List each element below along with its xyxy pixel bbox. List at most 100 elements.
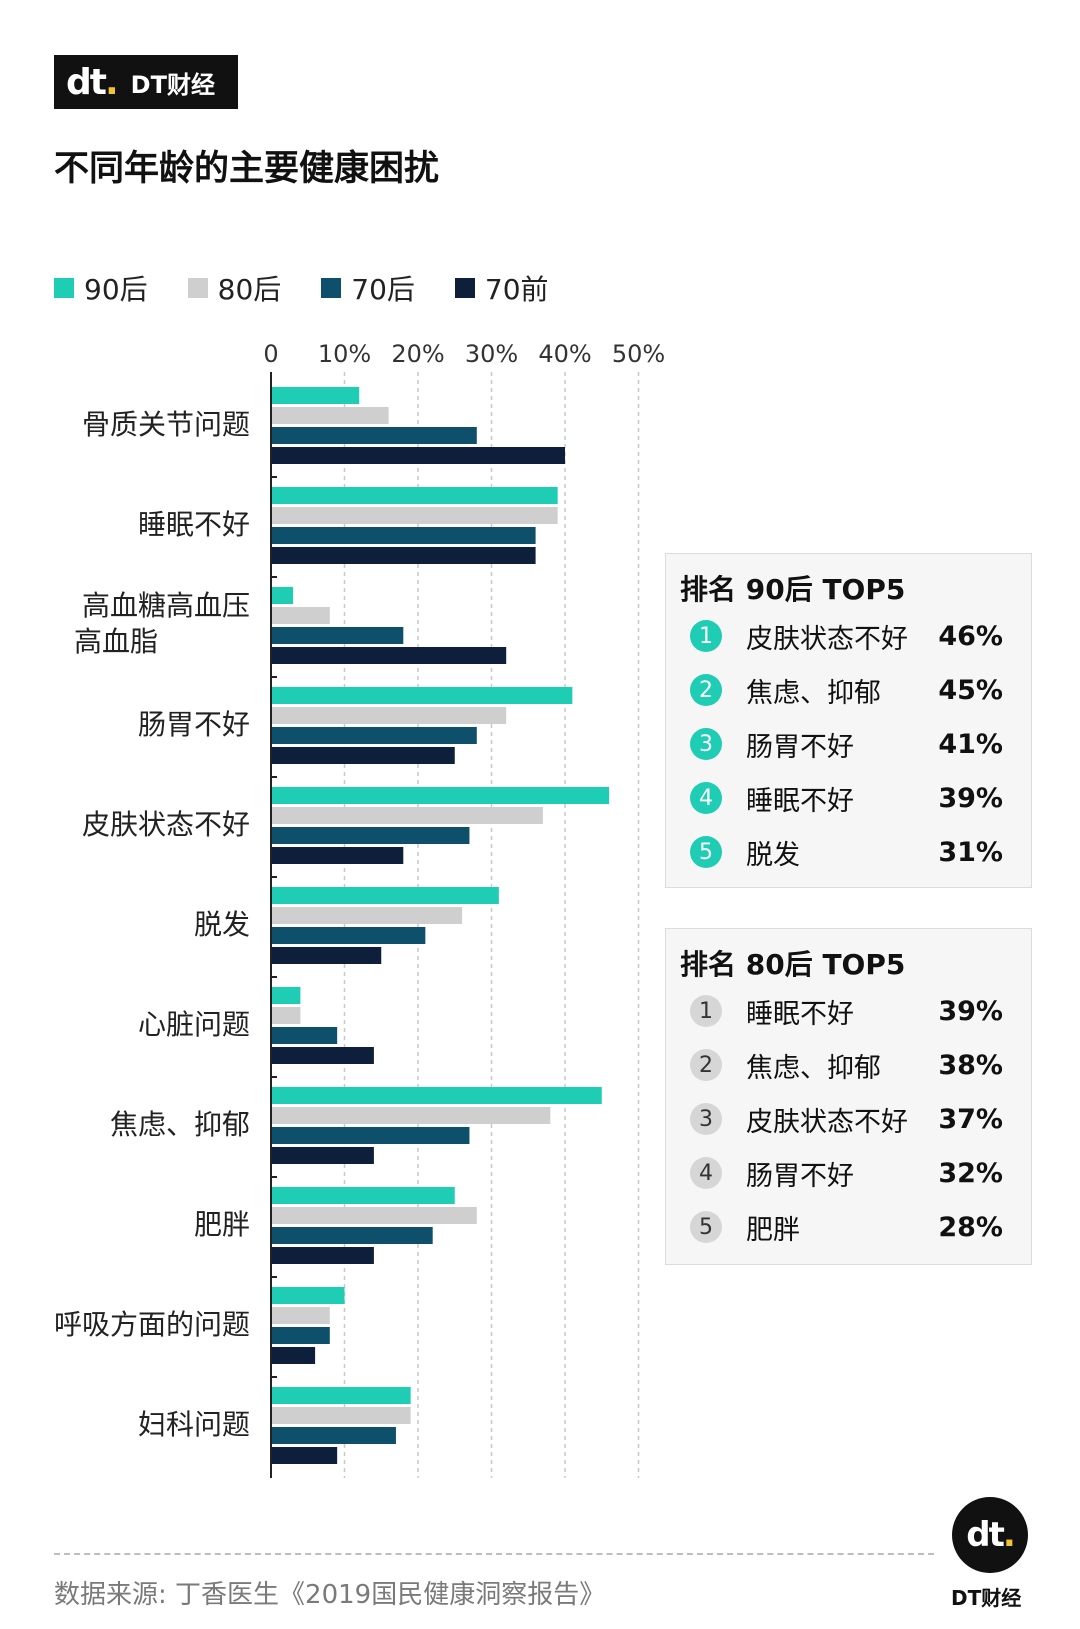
- bar-8-3: [271, 1247, 374, 1264]
- rank-number-badge: 2: [690, 1049, 722, 1081]
- rank-number-badge: 4: [690, 1157, 722, 1189]
- bar-2-3: [271, 647, 507, 664]
- category-label: 肥胖: [194, 1208, 250, 1241]
- rank-item-label: 肠胃不好: [746, 1160, 854, 1192]
- bar-0-1: [271, 407, 389, 424]
- rank-number-badge: 4: [690, 782, 722, 814]
- rank-item-label: 睡眠不好: [746, 998, 854, 1030]
- legend-label-80: 80后: [217, 273, 282, 306]
- top5-row: 3 肠胃不好 41%: [666, 724, 1031, 764]
- legend-label-pre70: 70前: [484, 273, 549, 306]
- footer-divider: [54, 1553, 934, 1555]
- category-label: 骨质关节问题: [82, 408, 250, 441]
- top5-row: 4 睡眠不好 39%: [666, 778, 1031, 818]
- bar-7-3: [271, 1147, 374, 1164]
- top5-80-title: 排名 80后 TOP5: [680, 948, 906, 981]
- bar-6-2: [271, 1027, 338, 1044]
- rank-item-value: 45%: [938, 674, 1003, 706]
- legend-label-90: 90后: [84, 273, 148, 306]
- bar-9-1: [271, 1307, 330, 1324]
- category-label: 高血糖高血压: [82, 589, 250, 622]
- bar-2-2: [271, 627, 404, 644]
- category-label: 皮肤状态不好: [82, 808, 250, 841]
- rank-item-label: 肠胃不好: [746, 731, 854, 763]
- category-label: 高血脂: [74, 625, 158, 658]
- category-label: 肠胃不好: [138, 708, 250, 741]
- rank-item-label: 焦虑、抑郁: [746, 1052, 881, 1084]
- category-label: 呼吸方面的问题: [54, 1308, 250, 1341]
- bar-8-2: [271, 1227, 433, 1244]
- brand-logo: dt. DT财经: [54, 55, 238, 109]
- legend-item-80: 80后: [187, 268, 282, 308]
- rank-item-label: 脱发: [746, 839, 800, 871]
- bar-10-3: [271, 1447, 338, 1464]
- bar-0-3: [271, 447, 565, 464]
- top5-90-panel: 排名 90后 TOP5 1 皮肤状态不好 46% 2 焦虑、抑郁 45% 3 肠胃不好 41% 4…: [665, 553, 1032, 888]
- rank-number-badge: 2: [690, 674, 722, 706]
- bar-7-2: [271, 1127, 470, 1144]
- data-source: 数据来源: 丁香医生《2019国民健康洞察报告》: [54, 1580, 606, 1610]
- bar-5-1: [271, 907, 463, 924]
- rank-item-value: 38%: [938, 1049, 1003, 1081]
- legend: 90后 80后 70后 70前: [54, 268, 589, 308]
- category-label: 脱发: [194, 908, 250, 941]
- bar-6-1: [271, 1007, 301, 1024]
- legend-label-70: 70后: [351, 273, 415, 306]
- rank-number-badge: 5: [690, 1211, 722, 1243]
- legend-swatch-80: [187, 278, 208, 298]
- brand-logo-icon: dt.: [66, 61, 119, 103]
- legend-swatch-pre70: [454, 278, 475, 298]
- bar-1-1: [271, 507, 558, 524]
- bar-0-2: [271, 427, 477, 444]
- rank-item-value: 39%: [938, 995, 1003, 1027]
- bar-9-3: [271, 1347, 316, 1364]
- top5-90-title: 排名 90后 TOP5: [680, 573, 906, 606]
- rank-number-badge: 3: [690, 1103, 722, 1135]
- bar-3-2: [271, 727, 477, 744]
- x-tick-label: 0: [263, 340, 278, 368]
- top5-row: 5 脱发 31%: [666, 832, 1031, 872]
- rank-number-badge: 3: [690, 728, 722, 760]
- x-tick-label: 40%: [538, 340, 591, 368]
- rank-item-label: 皮肤状态不好: [746, 623, 908, 655]
- legend-item-70: 70后: [321, 268, 415, 308]
- bar-7-1: [271, 1107, 551, 1124]
- bar-4-1: [271, 807, 543, 824]
- bar-10-0: [271, 1387, 411, 1404]
- x-tick-label: 10%: [318, 340, 371, 368]
- rank-item-value: 28%: [938, 1211, 1003, 1243]
- rank-item-value: 32%: [938, 1157, 1003, 1189]
- rank-item-value: 31%: [938, 836, 1003, 868]
- top5-row: 3 皮肤状态不好 37%: [666, 1099, 1031, 1139]
- bar-1-0: [271, 487, 558, 504]
- bar-0-0: [271, 387, 360, 404]
- brand-name: DT财经: [130, 70, 215, 99]
- bar-9-2: [271, 1327, 330, 1344]
- bar-6-0: [271, 987, 301, 1004]
- legend-item-pre70: 70前: [454, 268, 549, 308]
- bar-3-3: [271, 747, 455, 764]
- bar-9-0: [271, 1287, 345, 1304]
- x-tick-label: 30%: [465, 340, 518, 368]
- legend-swatch-70: [321, 278, 342, 298]
- category-label: 焦虑、抑郁: [110, 1108, 250, 1141]
- bar-10-2: [271, 1427, 396, 1444]
- bar-6-3: [271, 1047, 374, 1064]
- rank-item-value: 46%: [938, 620, 1003, 652]
- rank-item-label: 睡眠不好: [746, 785, 854, 817]
- rank-item-label: 肥胖: [746, 1214, 800, 1246]
- bar-10-1: [271, 1407, 411, 1424]
- top5-80-panel: 排名 80后 TOP5 1 睡眠不好 39% 2 焦虑、抑郁 38% 3 皮肤状态不好 37% 4…: [665, 928, 1032, 1265]
- x-tick-label: 20%: [391, 340, 444, 368]
- chart-title: 不同年龄的主要健康困扰: [54, 149, 440, 189]
- top5-row: 1 睡眠不好 39%: [666, 991, 1031, 1031]
- bar-1-3: [271, 547, 536, 564]
- bar-2-1: [271, 607, 330, 624]
- rank-number-badge: 1: [690, 620, 722, 652]
- bar-8-1: [271, 1207, 477, 1224]
- bottom-brand-name: DT财经: [951, 1586, 1022, 1610]
- rank-item-label: 皮肤状态不好: [746, 1106, 908, 1138]
- bar-4-0: [271, 787, 610, 804]
- top5-row: 2 焦虑、抑郁 38%: [666, 1045, 1031, 1085]
